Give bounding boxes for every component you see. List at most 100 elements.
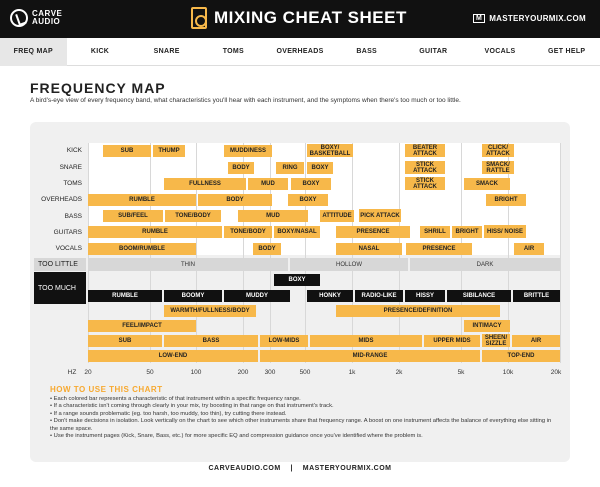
guitars-shrill: SHRILL: [420, 226, 450, 238]
tab-toms[interactable]: TOMS: [222, 47, 244, 55]
axis-tick: 100: [190, 369, 202, 376]
page-header-title: MIXING CHEAT SHEET: [214, 8, 407, 27]
kick-thump: THUMP: [153, 145, 185, 157]
tab-guitar[interactable]: GUITAR: [419, 47, 448, 55]
row-label-snare: SNARE: [59, 164, 82, 171]
guitars-bright: BRIGHT: [452, 226, 482, 238]
kick-beater-attack: BEATER ATTACK: [405, 144, 445, 157]
overheads-rumble: RUMBLE: [88, 194, 196, 206]
how-to-item: Use the instrument pages (Kick, Snare, B…: [50, 433, 555, 440]
too-much-honky: HONKY: [307, 290, 353, 302]
vocals-air: AIR: [514, 243, 544, 255]
overheads-boxy: BOXY: [288, 194, 328, 206]
axis-tick: 2k: [395, 369, 403, 376]
tab-bass[interactable]: BASS: [356, 47, 378, 55]
tab-kick[interactable]: KICK: [90, 47, 110, 55]
tab-overheads[interactable]: OVERHEADS: [276, 47, 324, 55]
snare-ring: RING: [276, 162, 304, 174]
axis-tick: 1k: [348, 369, 356, 376]
footer: CARVEAUDIO.COM | MASTERYOURMIX.COM: [0, 465, 600, 472]
too-much-muddy: MUDDY: [224, 290, 290, 302]
band-upper-mids: UPPER MIDS: [424, 335, 480, 347]
snare-stick-attack: STICK ATTACK: [405, 161, 445, 174]
row-label-overheads: OVERHEADS: [41, 196, 82, 203]
title-wrap: MIXING CHEAT SHEET: [191, 7, 407, 29]
how-to-list: Each colored bar represents a characteri…: [50, 396, 555, 440]
too-much-hissy: HISSY: [405, 290, 445, 302]
too-much-boxy: BOXY: [274, 274, 320, 286]
axis-tick: 500: [299, 369, 311, 376]
too-much-boomy: BOOMY: [164, 290, 222, 302]
snare-boxy: BOXY: [307, 162, 333, 174]
toms-boxy: BOXY: [291, 178, 331, 190]
too-little-hollow: HOLLOW: [290, 258, 408, 271]
guitars-boxy-nasal: BOXY/NASAL: [274, 226, 320, 238]
warmth-fullness-body: WARMTH/FULLNESS/BODY: [164, 305, 256, 317]
bass-tone-body: TONE/BODY: [165, 210, 221, 222]
axis-tick: 20k: [550, 369, 562, 376]
bass-pick-attack: PICK ATTACK: [359, 209, 401, 222]
axis-tick: 300: [264, 369, 276, 376]
too-little-thin: THIN: [88, 258, 288, 271]
tab-snare[interactable]: SNARE: [153, 47, 180, 55]
bass-mud: MUD: [238, 210, 308, 222]
carve-logo-icon: [10, 9, 28, 27]
band-sub: SUB: [88, 335, 162, 347]
axis-tick: 50: [146, 369, 154, 376]
bass-sub-feel: SUB/FEEL: [103, 210, 163, 222]
vocals-boom-rumble: BOOM/RUMBLE: [88, 243, 196, 255]
too-much-rumble: RUMBLE: [88, 290, 162, 302]
band-air: AIR: [512, 335, 560, 347]
axis-tick: 20: [84, 369, 92, 376]
grid-line: [196, 143, 197, 363]
masteryourmix-brand[interactable]: M MASTERYOURMIX.COM: [473, 14, 586, 23]
too-much-brittle: BRITTLE: [513, 290, 560, 302]
too-little-label: TOO LITTLE: [34, 258, 86, 271]
too-much-radio-like: RADIO-LIKE: [355, 290, 403, 302]
overheads-body: BODY: [198, 194, 272, 206]
guitars-rumble: RUMBLE: [88, 226, 222, 238]
band-low-mids: LOW-MIDS: [260, 335, 308, 347]
intimacy: INTIMACY: [464, 320, 510, 332]
toms-mud: MUD: [248, 178, 288, 190]
axis-tick: 5k: [457, 369, 465, 376]
presence-definition: PRESENCE/DEFINITION: [336, 305, 500, 317]
grid-line: [243, 143, 244, 363]
footer-link-masteryourmix[interactable]: MASTERYOURMIX.COM: [302, 465, 392, 472]
guitars-hiss-noise: HISS/ NOISE: [484, 225, 526, 238]
vocals-presence: PRESENCE: [406, 243, 472, 255]
how-to-title: HOW TO USE THIS CHART: [50, 385, 163, 394]
bass-attitude: ATTITUDE: [320, 210, 354, 222]
row-label-vocals: VOCALS: [55, 245, 82, 252]
guitars-presence: PRESENCE: [336, 226, 410, 238]
grid-line: [508, 143, 509, 363]
header: CARVE AUDIO MIXING CHEAT SHEET M MASTERY…: [0, 0, 600, 38]
kick-sub: SUB: [103, 145, 151, 157]
axis-tick: 200: [237, 369, 249, 376]
page-title: FREQUENCY MAP: [30, 80, 166, 96]
kick-muddiness: MUDDINESS: [224, 145, 272, 157]
logo-line-2: AUDIO: [32, 17, 61, 26]
too-little-dark: DARK: [410, 258, 560, 271]
tab-vocals[interactable]: VOCALS: [484, 47, 516, 55]
tab-get-help[interactable]: GET HELP: [548, 47, 586, 55]
page-subtitle: A bird's-eye view of every frequency ban…: [30, 97, 461, 104]
masteryourmix-logo-icon: M: [473, 14, 486, 23]
snare-body: BODY: [228, 162, 254, 174]
logo-line-1: CARVE: [32, 9, 63, 18]
kick-click-attack: CLICK/ ATTACK: [482, 144, 514, 157]
toms-stick-attack: STICK ATTACK: [405, 177, 445, 190]
grid-line: [560, 143, 561, 363]
carve-audio-logo[interactable]: CARVE AUDIO: [10, 9, 62, 27]
top-nav: FREQ MAP KICK SNARE TOMS OVERHEADS BASS …: [0, 37, 600, 66]
row-label-toms: TOMS: [63, 180, 82, 187]
feel-impact: FEEL/IMPACT: [88, 320, 196, 332]
row-label-kick: KICK: [66, 147, 82, 154]
band-sheen-sizzle: SHEEN/ SIZZLE: [482, 334, 510, 347]
how-to-item: Don't make decisions in isolation. Look …: [50, 418, 555, 433]
toms-fullness: FULLNESS: [164, 178, 246, 190]
tab-freq-map[interactable]: FREQ MAP: [0, 37, 67, 66]
footer-link-carveaudio[interactable]: CARVEAUDIO.COM: [208, 465, 281, 472]
snare-smack-rattle: SMACK/ RATTLE: [482, 161, 514, 174]
vocals-body: BODY: [253, 243, 281, 255]
